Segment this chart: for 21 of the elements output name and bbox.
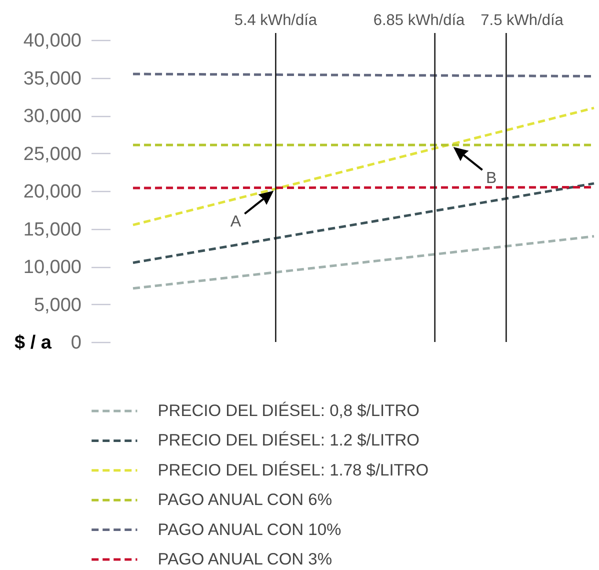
ref-line-label: 5.4 kWh/día [234, 12, 318, 29]
y-tick-label: 35,000 [23, 68, 82, 90]
y-tick-label: 25,000 [23, 144, 82, 165]
legend-label: PRECIO DEL DIÉSEL: 0,8 $/LITRO [158, 401, 420, 420]
y-tick-label: 10,000 [23, 257, 82, 278]
legend-label: PRECIO DEL DIÉSEL: 1.78 $/LITRO [158, 460, 429, 480]
annotation: B [486, 170, 497, 187]
y-tick-label: 15,000 [23, 219, 82, 240]
y-tick-label: 40,000 [23, 30, 82, 52]
legend-label: PAGO ANUAL CON 3% [158, 550, 332, 568]
y-tick-label: 0 [70, 332, 82, 354]
ref-line-label: 7.5 kWh/día [480, 12, 564, 29]
y-axis-title: $ / a [14, 332, 52, 354]
ref-line-label: 6.85 kWh/día [373, 12, 466, 29]
y-tick-label: 5,000 [34, 294, 82, 316]
annotation: A [230, 214, 242, 231]
legend-label: PAGO ANUAL CON 6% [158, 491, 332, 510]
y-tick-label: 20,000 [23, 182, 82, 202]
y-tick-label: 30,000 [23, 106, 82, 127]
legend-label: PRECIO DEL DIÉSEL: 1.2 $/LITRO [158, 430, 420, 450]
legend-label: PAGO ANUAL CON 10% [158, 520, 342, 539]
